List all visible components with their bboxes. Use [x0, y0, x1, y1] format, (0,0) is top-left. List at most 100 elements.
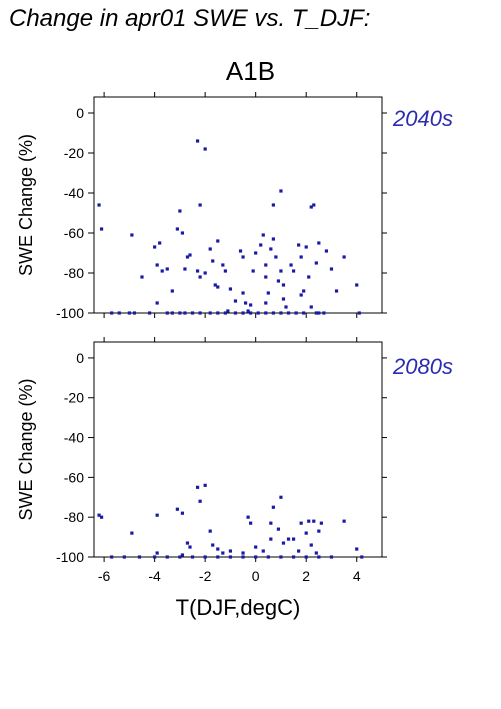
- data-point: [153, 555, 157, 559]
- data-point: [281, 283, 286, 287]
- data-point: [203, 271, 207, 275]
- data-point: [160, 269, 164, 273]
- data-point: [355, 283, 359, 287]
- data-point: [233, 311, 238, 315]
- data-point: [309, 305, 313, 309]
- data-point: [249, 311, 253, 315]
- data-point: [110, 311, 114, 315]
- data-point: [221, 551, 225, 555]
- data-point: [271, 203, 275, 207]
- data-point: [180, 231, 185, 235]
- y-tick-label: -40: [64, 430, 84, 446]
- data-point: [307, 275, 311, 279]
- data-point: [195, 485, 200, 489]
- data-point: [130, 531, 134, 535]
- data-point: [317, 311, 321, 315]
- x-tick-label: 4: [353, 568, 361, 584]
- data-point: [355, 547, 359, 551]
- data-point: [216, 555, 220, 559]
- data-point: [195, 139, 200, 143]
- data-point: [317, 555, 321, 559]
- data-point: [198, 311, 202, 315]
- data-point: [357, 311, 361, 315]
- data-point: [97, 203, 101, 207]
- data-point: [246, 309, 250, 313]
- data-point: [117, 311, 121, 315]
- y-tick-label: -60: [64, 225, 84, 241]
- data-point: [286, 537, 291, 541]
- x-tick-label: -2: [199, 568, 212, 584]
- data-point: [297, 549, 301, 553]
- data-point: [266, 291, 270, 295]
- data-point: [314, 261, 318, 265]
- data-point: [281, 541, 286, 545]
- y-tick-label: 0: [76, 105, 84, 121]
- data-point: [246, 515, 250, 519]
- data-point: [291, 555, 296, 559]
- data-point: [256, 311, 260, 315]
- data-point: [153, 245, 157, 249]
- data-point: [122, 555, 126, 559]
- data-point: [302, 311, 306, 315]
- data-point: [304, 245, 308, 249]
- data-point: [299, 521, 303, 525]
- data-point: [276, 527, 281, 531]
- data-point: [190, 555, 195, 559]
- data-point: [302, 289, 306, 293]
- x-tick-label: -6: [98, 568, 111, 584]
- data-point: [127, 311, 131, 315]
- data-point: [178, 555, 182, 559]
- data-point: [324, 249, 329, 253]
- data-point: [291, 537, 296, 541]
- data-point: [266, 555, 270, 559]
- data-point: [211, 543, 215, 547]
- y-tick-label: -20: [64, 145, 84, 161]
- data-point: [155, 551, 159, 555]
- data-point: [269, 537, 273, 541]
- data-point: [195, 269, 200, 273]
- y-axis-title: SWE Change (%): [16, 378, 36, 520]
- data-point: [178, 209, 182, 213]
- x-axis-title: T(DJF,degC): [176, 595, 301, 620]
- data-point: [271, 505, 275, 509]
- data-point: [130, 233, 134, 237]
- data-point: [291, 269, 296, 273]
- data-point: [185, 541, 190, 545]
- data-point: [269, 247, 273, 251]
- data-point: [317, 241, 321, 245]
- data-point: [312, 519, 316, 523]
- data-point: [307, 519, 311, 523]
- y-tick-label: 0: [76, 350, 84, 366]
- data-point: [211, 259, 215, 263]
- data-point: [271, 237, 275, 241]
- data-point: [147, 311, 152, 315]
- y-axis-title: SWE Change (%): [16, 134, 36, 276]
- data-point: [264, 301, 268, 305]
- data-point: [216, 285, 220, 289]
- data-point: [259, 243, 263, 247]
- data-point: [241, 551, 245, 555]
- data-point: [223, 269, 227, 273]
- data-point: [276, 279, 281, 283]
- data-point: [155, 263, 159, 267]
- data-point: [190, 311, 195, 315]
- data-point: [165, 555, 169, 559]
- data-point: [281, 297, 286, 301]
- data-point: [97, 513, 101, 517]
- data-point: [251, 269, 255, 273]
- data-point: [188, 253, 192, 257]
- data-point: [264, 311, 268, 315]
- data-point: [241, 555, 245, 559]
- panel-label-2040s: 2040s: [393, 106, 453, 131]
- data-point: [317, 529, 321, 533]
- data-point: [158, 241, 162, 245]
- data-point: [299, 293, 303, 297]
- data-point: [183, 267, 187, 271]
- data-point: [165, 267, 169, 271]
- data-point: [223, 311, 227, 315]
- data-point: [271, 311, 275, 315]
- data-point: [99, 227, 104, 231]
- data-point: [155, 513, 159, 517]
- data-point: [226, 309, 230, 313]
- data-point: [203, 483, 207, 487]
